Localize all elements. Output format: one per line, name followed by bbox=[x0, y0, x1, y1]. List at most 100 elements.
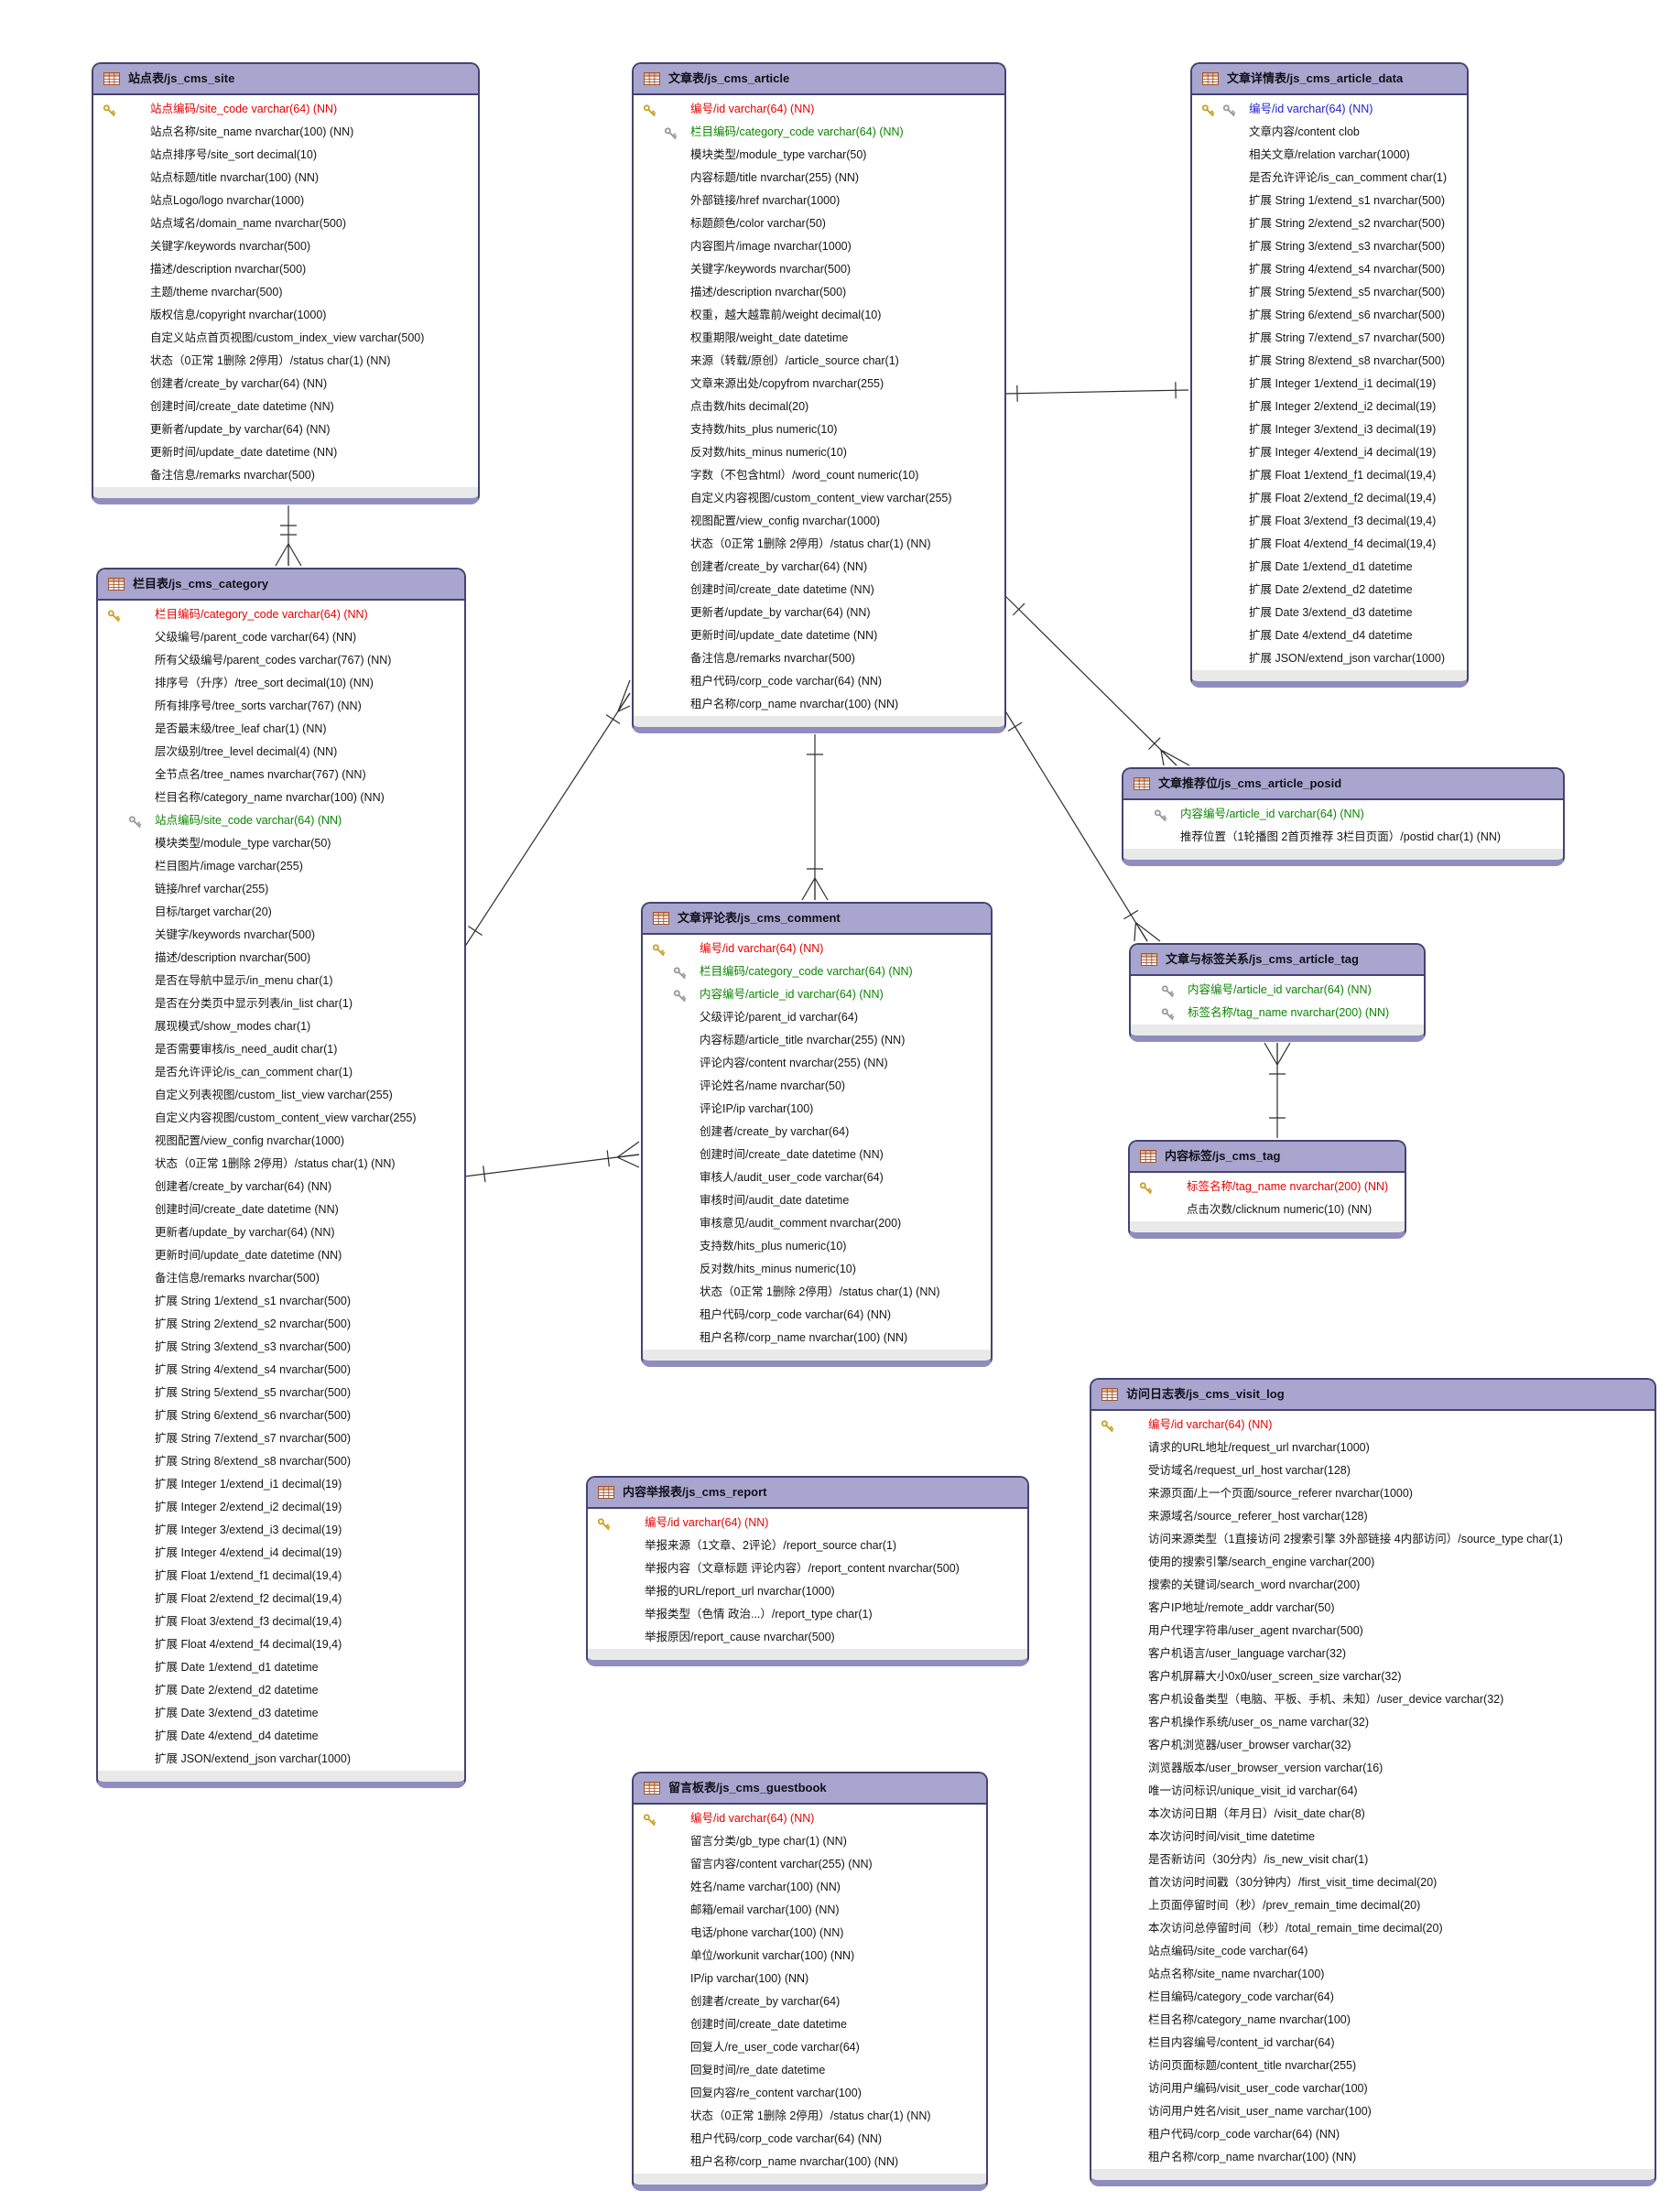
field-row[interactable]: 备注信息/remarks nvarchar(500) bbox=[98, 1267, 464, 1290]
field-row[interactable]: 更新者/update_by varchar(64) (NN) bbox=[634, 602, 1004, 624]
field-row[interactable]: 来源页面/上一个页面/source_referer nvarchar(1000) bbox=[1091, 1482, 1655, 1505]
field-row[interactable]: 扩展 String 6/extend_s6 nvarchar(500) bbox=[98, 1404, 464, 1427]
field-row[interactable]: 关键字/keywords nvarchar(500) bbox=[98, 924, 464, 947]
field-row[interactable]: 描述/description nvarchar(500) bbox=[93, 258, 478, 281]
field-row[interactable]: 创建者/create_by varchar(64) bbox=[634, 1990, 986, 2013]
field-row[interactable]: 更新者/update_by varchar(64) (NN) bbox=[98, 1221, 464, 1244]
field-row[interactable]: 是否需要审核/is_need_audit char(1) bbox=[98, 1038, 464, 1061]
field-row[interactable]: 扩展 Date 4/extend_d4 datetime bbox=[1192, 624, 1467, 647]
field-row[interactable]: 请求的URL地址/request_url nvarchar(1000) bbox=[1091, 1437, 1655, 1459]
field-row[interactable]: 版权信息/copyright nvarchar(1000) bbox=[93, 304, 478, 327]
field-row[interactable]: 链接/href varchar(255) bbox=[98, 878, 464, 901]
field-row[interactable]: 扩展 String 2/extend_s2 nvarchar(500) bbox=[98, 1313, 464, 1336]
field-row[interactable]: 反对数/hits_minus numeric(10) bbox=[643, 1258, 991, 1281]
field-row[interactable]: 站点名称/site_name nvarchar(100) bbox=[1091, 1963, 1655, 1986]
field-row[interactable]: 字数（不包含html）/word_count numeric(10) bbox=[634, 464, 1004, 487]
table-js_cms_article_data[interactable]: 文章详情表/js_cms_article_data 编号/id varchar(6… bbox=[1190, 62, 1469, 688]
field-row[interactable]: 扩展 Integer 1/extend_i1 decimal(19) bbox=[98, 1473, 464, 1496]
field-row[interactable]: 租户代码/corp_code varchar(64) (NN) bbox=[634, 670, 1004, 693]
field-row[interactable]: 扩展 String 8/extend_s8 nvarchar(500) bbox=[98, 1450, 464, 1473]
field-row[interactable]: 扩展 String 1/extend_s1 nvarchar(500) bbox=[1192, 190, 1467, 212]
field-row[interactable]: 是否新访问（30分内）/is_new_visit char(1) bbox=[1091, 1849, 1655, 1871]
field-row[interactable]: 扩展 Date 3/extend_d3 datetime bbox=[1192, 602, 1467, 624]
table-header[interactable]: 访问日志表/js_cms_visit_log bbox=[1091, 1380, 1655, 1411]
field-row[interactable]: 权重，越大越靠前/weight decimal(10) bbox=[634, 304, 1004, 327]
field-row[interactable]: 浏览器版本/user_browser_version varchar(16) bbox=[1091, 1757, 1655, 1780]
field-row[interactable]: 视图配置/view_config nvarchar(1000) bbox=[634, 510, 1004, 533]
field-row[interactable]: 反对数/hits_minus numeric(10) bbox=[634, 441, 1004, 464]
field-row[interactable]: 租户代码/corp_code varchar(64) (NN) bbox=[634, 2128, 986, 2151]
field-row[interactable]: 相关文章/relation varchar(1000) bbox=[1192, 144, 1467, 167]
field-row[interactable]: 电话/phone varchar(100) (NN) bbox=[634, 1922, 986, 1945]
field-row[interactable]: 访问用户姓名/visit_user_name varchar(100) bbox=[1091, 2100, 1655, 2123]
field-row[interactable]: 编号/id varchar(64) (NN) bbox=[1091, 1414, 1655, 1437]
field-row[interactable]: 展现模式/show_modes char(1) bbox=[98, 1015, 464, 1038]
field-row[interactable]: 回复人/re_user_code varchar(64) bbox=[634, 2036, 986, 2059]
relation-js_cms_site-js_cms_category[interactable] bbox=[275, 505, 302, 567]
field-row[interactable]: 创建者/create_by varchar(64) (NN) bbox=[93, 373, 478, 396]
field-row[interactable]: 模块类型/module_type varchar(50) bbox=[634, 144, 1004, 167]
field-row[interactable]: 自定义内容视图/custom_content_view varchar(255) bbox=[98, 1107, 464, 1130]
field-row[interactable]: 扩展 String 3/extend_s3 nvarchar(500) bbox=[98, 1336, 464, 1359]
field-row[interactable]: 搜索的关键词/search_word nvarchar(200) bbox=[1091, 1574, 1655, 1597]
table-js_cms_article_tag[interactable]: 文章与标签关系/js_cms_article_tag 内容编号/article_i… bbox=[1129, 943, 1426, 1042]
field-row[interactable]: 编号/id varchar(64) (NN) bbox=[643, 938, 991, 960]
field-row[interactable]: 扩展 Integer 1/extend_i1 decimal(19) bbox=[1192, 373, 1467, 396]
table-header[interactable]: 文章评论表/js_cms_comment bbox=[643, 904, 991, 935]
field-row[interactable]: 创建者/create_by varchar(64) bbox=[643, 1121, 991, 1144]
field-row[interactable]: 备注信息/remarks nvarchar(500) bbox=[93, 464, 478, 487]
field-row[interactable]: 扩展 Float 3/extend_f3 decimal(19,4) bbox=[98, 1610, 464, 1633]
field-row[interactable]: 用户代理字符串/user_agent nvarchar(500) bbox=[1091, 1620, 1655, 1643]
field-row[interactable]: 状态（0正常 1删除 2停用）/status char(1) (NN) bbox=[98, 1153, 464, 1176]
field-row[interactable]: 目标/target varchar(20) bbox=[98, 901, 464, 924]
field-row[interactable]: 创建时间/create_date datetime (NN) bbox=[634, 579, 1004, 602]
field-row[interactable]: 扩展 Float 2/extend_f2 decimal(19,4) bbox=[98, 1588, 464, 1610]
field-row[interactable]: 审核时间/audit_date datetime bbox=[643, 1189, 991, 1212]
field-row[interactable]: 状态（0正常 1删除 2停用）/status char(1) (NN) bbox=[93, 350, 478, 373]
field-row[interactable]: 唯一访问标识/unique_visit_id varchar(64) bbox=[1091, 1780, 1655, 1803]
field-row[interactable]: 租户名称/corp_name nvarchar(100) (NN) bbox=[634, 693, 1004, 716]
field-row[interactable]: 栏目编码/category_code varchar(64) bbox=[1091, 1986, 1655, 2009]
table-header[interactable]: 文章推荐位/js_cms_article_posid bbox=[1123, 769, 1563, 800]
field-row[interactable]: 关键字/keywords nvarchar(500) bbox=[93, 235, 478, 258]
table-js_cms_tag[interactable]: 内容标签/js_cms_tag 标签名称/tag_name nvarchar(20… bbox=[1128, 1140, 1406, 1239]
relation-js_cms_category-js_cms_article[interactable] bbox=[463, 679, 631, 949]
field-row[interactable]: 来源域名/source_referer_host varchar(128) bbox=[1091, 1505, 1655, 1528]
field-row[interactable]: 本次访问总停留时间（秒）/total_remain_time decimal(2… bbox=[1091, 1917, 1655, 1940]
field-row[interactable]: 模块类型/module_type varchar(50) bbox=[98, 832, 464, 855]
field-row[interactable]: 文章内容/content clob bbox=[1192, 121, 1467, 144]
field-row[interactable]: 创建者/create_by varchar(64) (NN) bbox=[98, 1176, 464, 1198]
field-row[interactable]: 扩展 Integer 4/extend_i4 decimal(19) bbox=[1192, 441, 1467, 464]
field-row[interactable]: 姓名/name varchar(100) (NN) bbox=[634, 1876, 986, 1899]
field-row[interactable]: 举报来源（1文章、2评论）/report_source char(1) bbox=[588, 1534, 1027, 1557]
field-row[interactable]: 更新时间/update_date datetime (NN) bbox=[93, 441, 478, 464]
field-row[interactable]: 主题/theme nvarchar(500) bbox=[93, 281, 478, 304]
field-row[interactable]: 点击数/hits decimal(20) bbox=[634, 396, 1004, 418]
field-row[interactable]: 状态（0正常 1删除 2停用）/status char(1) (NN) bbox=[634, 2105, 986, 2128]
field-row[interactable]: IP/ip varchar(100) (NN) bbox=[634, 1968, 986, 1990]
field-row[interactable]: 扩展 Date 1/extend_d1 datetime bbox=[1192, 556, 1467, 579]
field-row[interactable]: 邮箱/email varchar(100) (NN) bbox=[634, 1899, 986, 1922]
field-row[interactable]: 举报原因/report_cause nvarchar(500) bbox=[588, 1626, 1027, 1649]
field-row[interactable]: 扩展 Integer 2/extend_i2 decimal(19) bbox=[98, 1496, 464, 1519]
field-row[interactable]: 举报类型（色情 政治...）/report_type char(1) bbox=[588, 1603, 1027, 1626]
field-row[interactable]: 扩展 Integer 3/extend_i3 decimal(19) bbox=[1192, 418, 1467, 441]
table-header[interactable]: 内容举报表/js_cms_report bbox=[588, 1478, 1027, 1509]
field-row[interactable]: 扩展 Float 4/extend_f4 decimal(19,4) bbox=[1192, 533, 1467, 556]
field-row[interactable]: 站点域名/domain_name nvarchar(500) bbox=[93, 212, 478, 235]
field-row[interactable]: 内容编号/article_id varchar(64) (NN) bbox=[1123, 803, 1563, 826]
field-row[interactable]: 扩展 String 4/extend_s4 nvarchar(500) bbox=[1192, 258, 1467, 281]
relation-js_cms_article-js_cms_comment[interactable] bbox=[801, 734, 829, 901]
field-row[interactable]: 创建者/create_by varchar(64) (NN) bbox=[634, 556, 1004, 579]
relation-js_cms_article-js_cms_article_tag[interactable] bbox=[1004, 709, 1161, 942]
field-row[interactable]: 状态（0正常 1删除 2停用）/status char(1) (NN) bbox=[634, 533, 1004, 556]
field-row[interactable]: 本次访问时间/visit_time datetime bbox=[1091, 1826, 1655, 1849]
field-row[interactable]: 栏目名称/category_name nvarchar(100) bbox=[1091, 2009, 1655, 2032]
field-row[interactable]: 扩展 Float 1/extend_f1 decimal(19,4) bbox=[98, 1565, 464, 1588]
table-header[interactable]: 文章表/js_cms_article bbox=[634, 64, 1004, 95]
field-row[interactable]: 站点名称/site_name nvarchar(100) (NN) bbox=[93, 121, 478, 144]
field-row[interactable]: 内容标题/title nvarchar(255) (NN) bbox=[634, 167, 1004, 190]
field-row[interactable]: 站点编码/site_code varchar(64) (NN) bbox=[98, 809, 464, 832]
field-row[interactable]: 使用的搜索引擎/search_engine varchar(200) bbox=[1091, 1551, 1655, 1574]
field-row[interactable]: 是否最末级/tree_leaf char(1) (NN) bbox=[98, 718, 464, 741]
